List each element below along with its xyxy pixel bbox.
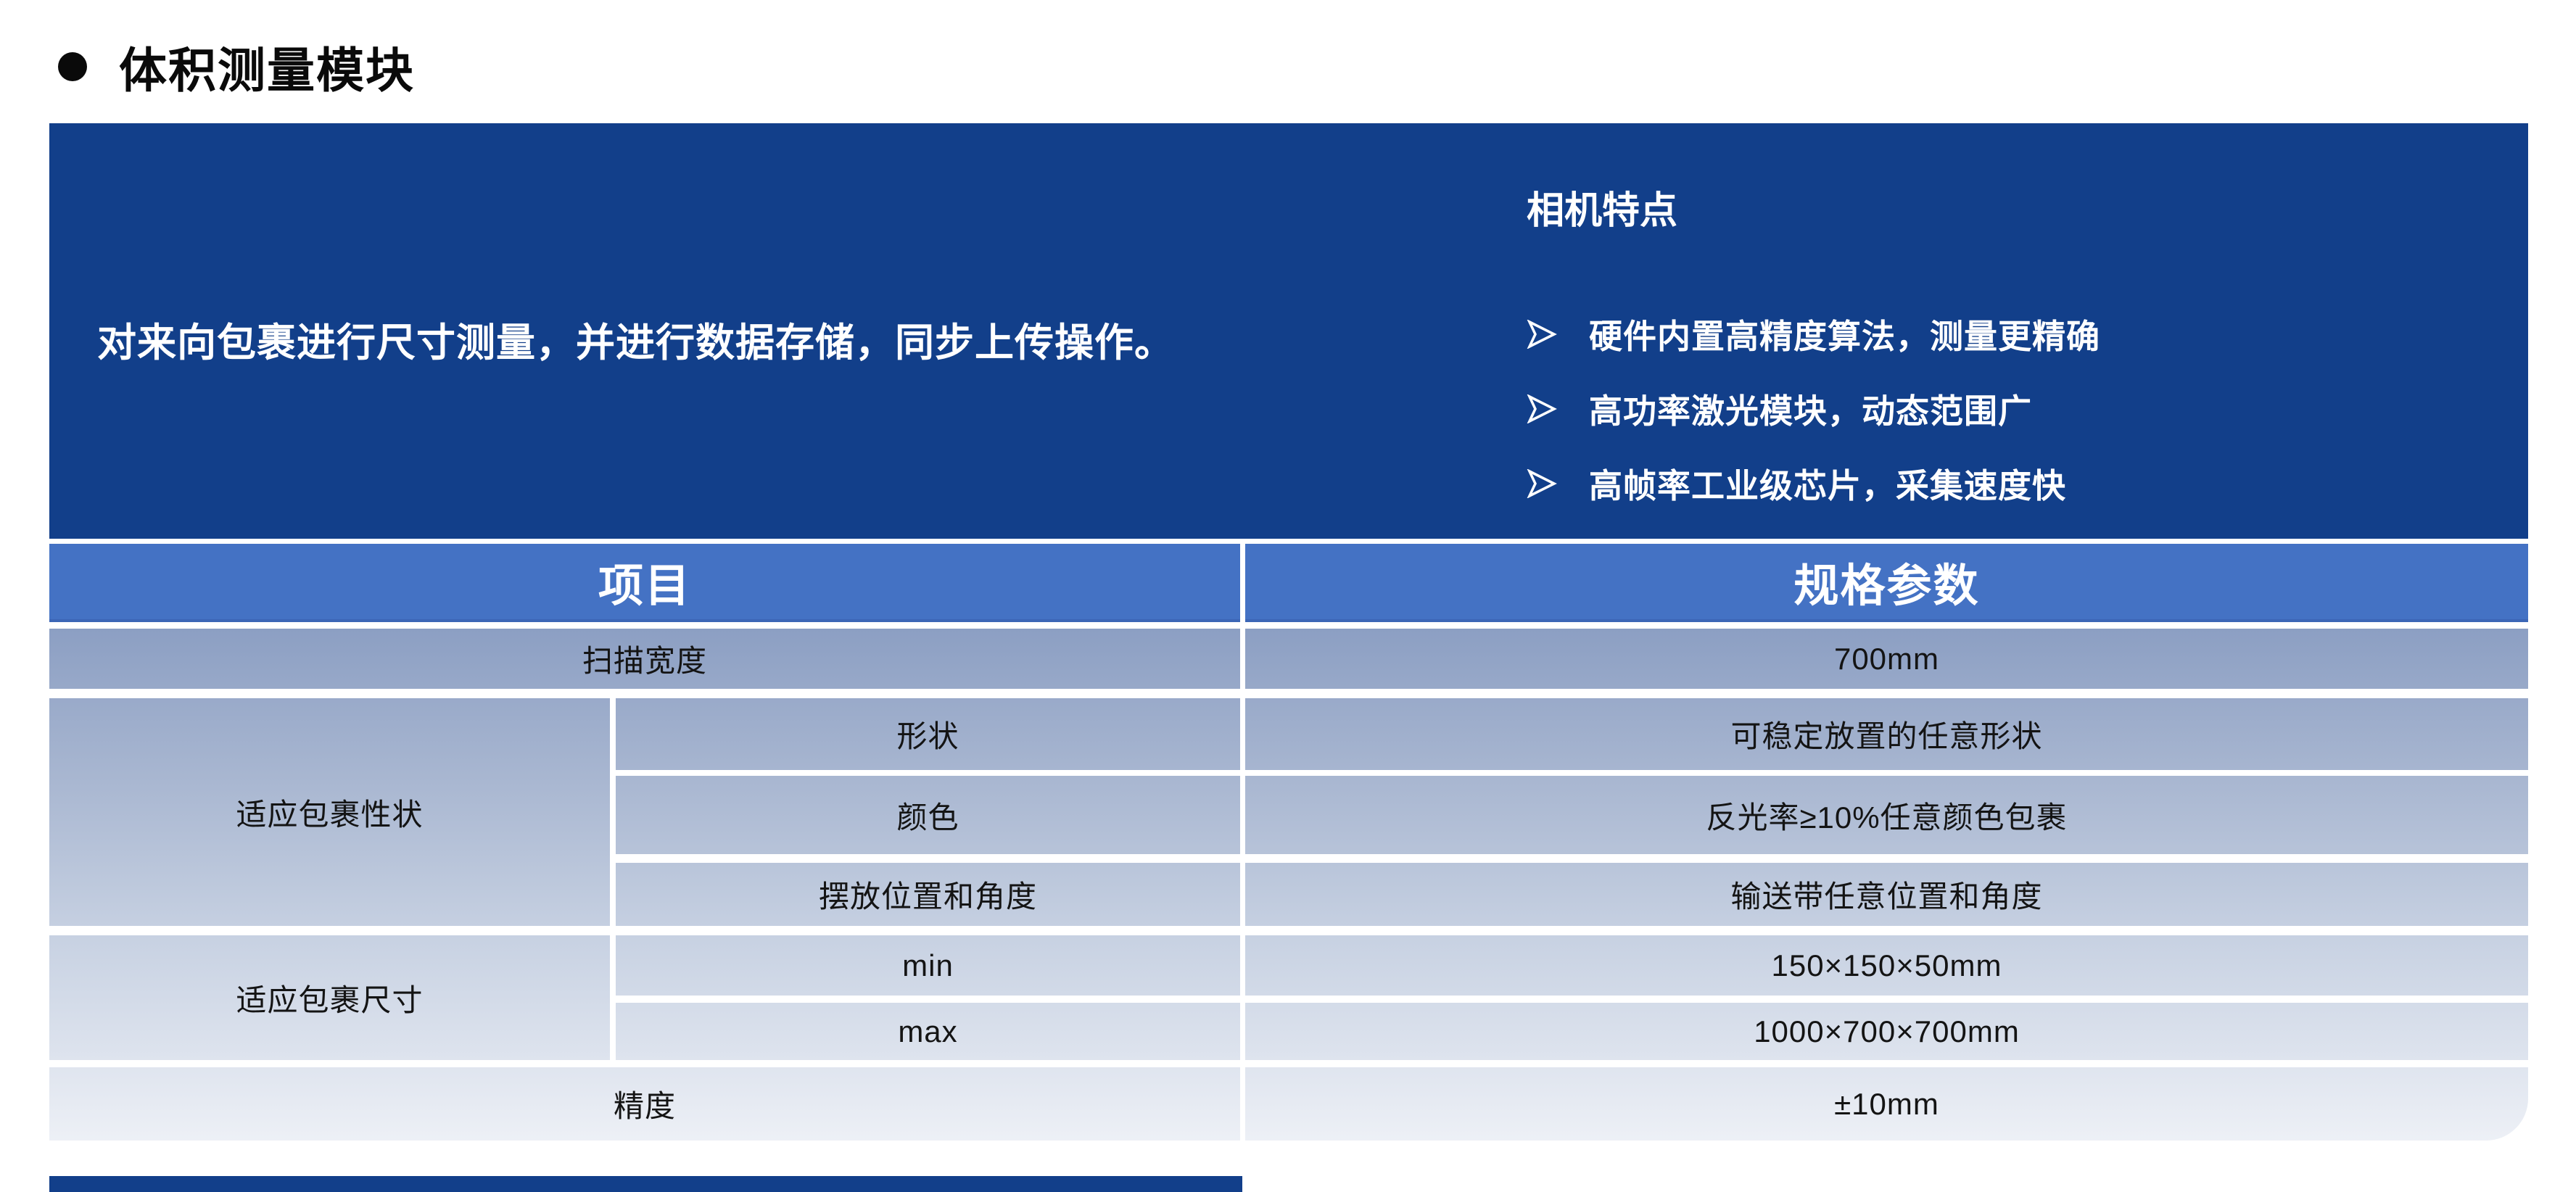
cell-shape-value: 可稳定放置的任意形状 <box>1730 719 2043 753</box>
divider <box>610 996 2528 1003</box>
module-description: 对来向包裹进行尺寸测量，并进行数据存储，同步上传操作。 <box>97 321 1174 365</box>
camera-features-list: 硬件内置高精度算法，测量更精确 高功率激光模块，动态范围广 高帧率工业级芯片，采… <box>1527 297 2498 521</box>
divider <box>49 689 2528 698</box>
header-cell-value: 规格参数 <box>1245 544 2528 622</box>
cell-size-group-label: 适应包裹尺寸 <box>236 982 424 1017</box>
arrow-bullet-icon <box>1527 319 1557 349</box>
spec-table-header: 项目 规格参数 <box>49 544 2528 622</box>
camera-features-title: 相机特点 <box>1527 190 1678 232</box>
cell-max-value: 1000×700×700mm <box>1754 1014 2020 1048</box>
divider <box>610 854 2528 863</box>
sub-column-divider <box>610 698 616 1060</box>
column-divider <box>1240 629 1245 1141</box>
divider <box>49 926 2528 935</box>
feature-item: 高功率激光模块，动态范围广 <box>1527 371 2498 446</box>
cell-position-item: 摆放位置和角度 <box>818 879 1037 914</box>
cell-color-value: 反光率≥10%任意颜色包裹 <box>1706 800 2068 835</box>
cell-accuracy-value: ±10mm <box>1834 1086 1939 1121</box>
cell-shape-group-label: 适应包裹性状 <box>236 797 424 832</box>
feature-item: 高帧率工业级芯片，采集速度快 <box>1527 446 2498 521</box>
bullet-icon <box>58 52 87 81</box>
feature-text: 高功率激光模块，动态范围广 <box>1589 392 2032 430</box>
cell-position-value: 输送带任意位置和角度 <box>1730 879 2043 914</box>
cell-accuracy-item: 精度 <box>613 1089 676 1123</box>
cell-scan-width-value: 700mm <box>1833 641 1940 676</box>
camera-features-panel: 相机特点 硬件内置高精度算法，测量更精确 高功率激光模块，动态范围广 高帧率工业… <box>1527 180 2498 521</box>
cell-min-item: min <box>902 948 954 982</box>
cell-shape-item: 形状 <box>896 719 959 753</box>
arrow-bullet-icon <box>1527 468 1557 498</box>
spec-table-body: 扫描宽度 700mm 适应包裹性状 形状 可稳定放置的任意形状 颜色 反光率≥1… <box>49 629 2528 1141</box>
next-section-edge <box>49 1176 1242 1192</box>
feature-text: 高帧率工业级芯片，采集速度快 <box>1589 466 2066 505</box>
cell-min-value: 150×150×50mm <box>1771 948 2002 982</box>
feature-item: 硬件内置高精度算法，测量更精确 <box>1527 297 2498 371</box>
intro-banner: 对来向包裹进行尺寸测量，并进行数据存储，同步上传操作。 相机特点 硬件内置高精度… <box>49 123 2528 539</box>
cell-scan-width-item: 扫描宽度 <box>582 644 707 678</box>
cell-max-item: max <box>898 1014 958 1048</box>
page-title: 体积测量模块 <box>119 44 415 97</box>
section-title-row: 体积测量模块 <box>58 32 415 102</box>
cell-color-item: 颜色 <box>896 800 959 835</box>
divider <box>1240 544 1245 622</box>
arrow-bullet-icon <box>1527 394 1557 423</box>
divider <box>610 770 2528 776</box>
header-cell-item: 项目 <box>49 544 1240 622</box>
divider <box>49 1060 2528 1067</box>
feature-text: 硬件内置高精度算法，测量更精确 <box>1589 317 2100 355</box>
